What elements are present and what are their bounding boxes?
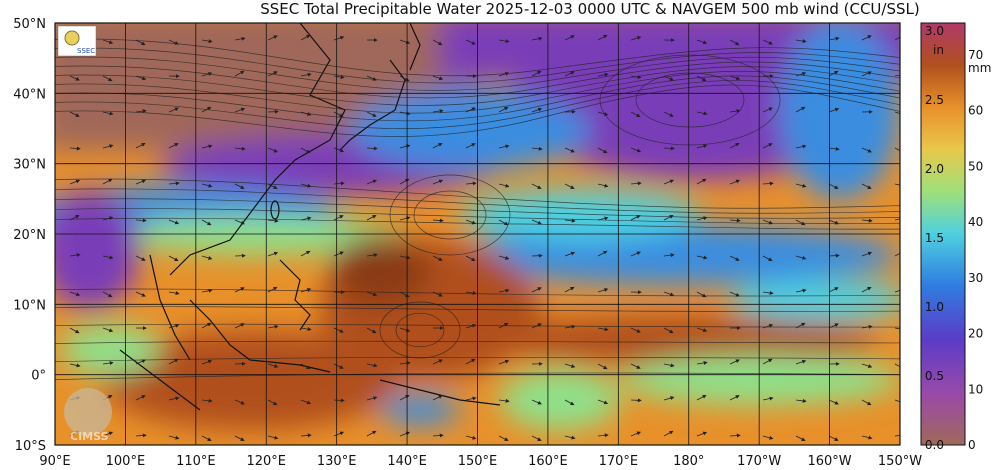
colorbar-mm-tick: 30 bbox=[968, 271, 983, 285]
colorbar: in mm 0.0 0.5 1.0 1.5 2.0 2.5 3.0 0 10 20 30 40 50 60… bbox=[920, 22, 991, 452]
colorbar-mm-tick: 60 bbox=[968, 104, 983, 118]
lon-label: 150°W bbox=[878, 454, 922, 469]
colorbar-in-tick: 1.0 bbox=[925, 300, 944, 314]
colorbar-in-tick: 0.5 bbox=[925, 369, 944, 383]
lon-label: 110°E bbox=[176, 454, 216, 469]
colorbar-in-tick: 1.5 bbox=[925, 231, 944, 245]
lat-label: 10°S bbox=[15, 439, 46, 454]
ssec-logo: SSEC bbox=[57, 25, 97, 57]
lat-label: 40°N bbox=[13, 87, 46, 102]
lat-label: 30°N bbox=[13, 158, 46, 173]
longitude-labels: 90°E 100°E 110°E 120°E 130°E 140°E 150°E 160°E 1… bbox=[39, 454, 922, 469]
lat-label: 50°N bbox=[13, 17, 46, 32]
map-title: SSEC Total Precipitable Water 2025-12-03… bbox=[260, 0, 920, 18]
colorbar-mm-tick: 0 bbox=[968, 438, 976, 452]
lon-label: 150°E bbox=[458, 454, 498, 469]
cimss-logo: CIMSS bbox=[64, 388, 112, 443]
colorbar-mm-tick: 40 bbox=[968, 215, 983, 229]
latitude-labels: 50°N 40°N 30°N 20°N 10°N 0° 10°S bbox=[13, 17, 46, 454]
colorbar-in-tick: 3.0 bbox=[925, 24, 944, 38]
lon-label: 140°E bbox=[387, 454, 427, 469]
colorbar-in-tick: 2.5 bbox=[925, 93, 944, 107]
lon-label: 170°E bbox=[599, 454, 639, 469]
colorbar-mm-unit: mm bbox=[968, 61, 991, 75]
lon-label: 160°W bbox=[807, 454, 851, 469]
lon-label: 90°E bbox=[39, 454, 70, 469]
colorbar-in-tick: 2.0 bbox=[925, 162, 944, 176]
colorbar-mm-tick: 20 bbox=[968, 327, 983, 341]
colorbar-mm-tick: 70 bbox=[968, 48, 983, 62]
colorbar-mm-tick: 50 bbox=[968, 159, 983, 173]
lon-label: 170°W bbox=[737, 454, 781, 469]
colorbar-mm-tick: 10 bbox=[968, 382, 983, 396]
lon-label: 120°E bbox=[246, 454, 286, 469]
lon-label: 100°E bbox=[106, 454, 146, 469]
map-frame bbox=[54, 22, 901, 446]
lat-label: 10°N bbox=[13, 298, 46, 313]
svg-text:SSEC: SSEC bbox=[77, 47, 95, 55]
lon-label: 160°E bbox=[528, 454, 568, 469]
svg-text:CIMSS: CIMSS bbox=[70, 430, 109, 443]
lon-label: 130°E bbox=[317, 454, 357, 469]
colorbar-in-unit: in bbox=[933, 43, 944, 57]
wind-streamlines bbox=[55, 34, 900, 441]
lon-label: 180° bbox=[673, 454, 704, 469]
lat-label: 20°N bbox=[13, 228, 46, 243]
tpw-field bbox=[55, 23, 900, 445]
lat-label: 0° bbox=[31, 369, 46, 384]
colorbar-in-tick: 0.0 bbox=[925, 438, 944, 452]
lat-lon-grid bbox=[55, 23, 900, 445]
